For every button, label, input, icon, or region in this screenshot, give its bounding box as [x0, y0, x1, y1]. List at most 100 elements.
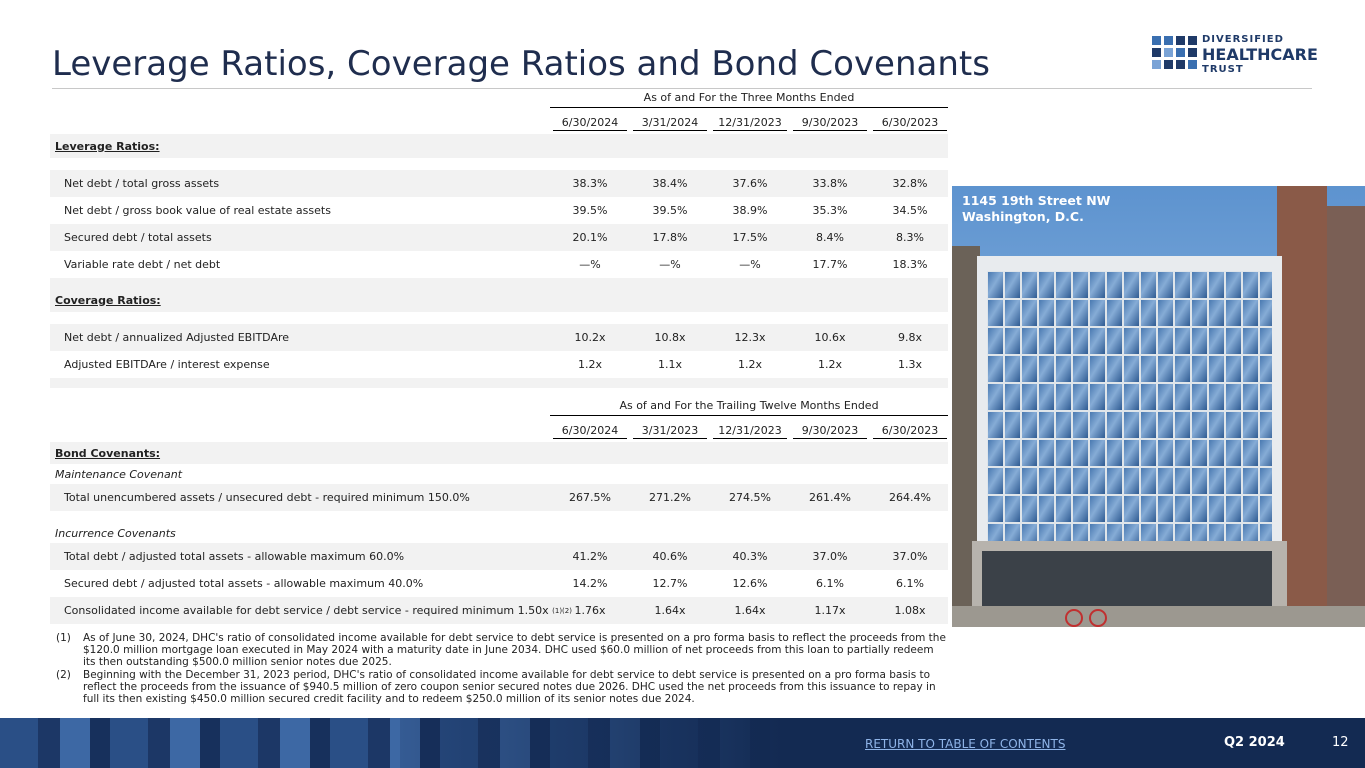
cell-value: 17.8%	[652, 231, 688, 244]
row-label-text: Total debt / adjusted total assets - all…	[64, 550, 405, 563]
section-title: Coverage Ratios:	[55, 293, 161, 307]
table-row: Total unencumbered assets / unsecured de…	[50, 484, 948, 511]
table-row: Consolidated income available for debt s…	[50, 597, 948, 624]
footnote-marker: (1)	[56, 632, 71, 644]
column-header: 6/30/2023	[873, 422, 947, 439]
cell-value: 10.8x	[654, 331, 686, 344]
table-row: 6/30/2024 3/31/2024 12/31/2023 9/30/2023 6/3…	[50, 108, 948, 134]
cell-value: 39.5%	[572, 204, 608, 217]
cell-value: 12.7%	[652, 577, 688, 590]
cell-value: 37.0%	[892, 550, 928, 563]
row-label-text: Adjusted EBITDAre / interest expense	[64, 358, 270, 371]
cell-value: 32.8%	[892, 177, 928, 190]
row-label-text: Secured debt / total assets	[64, 231, 212, 244]
cell-value: 6.1%	[816, 577, 844, 590]
cell-value: 1.2x	[737, 358, 762, 371]
cell-value: 18.3%	[892, 258, 928, 271]
cell-value: 267.5%	[569, 491, 611, 504]
cell-value: 37.6%	[732, 177, 768, 190]
column-header: 6/30/2024	[553, 422, 627, 439]
cell-value: 38.9%	[732, 204, 768, 217]
cell-value: 271.2%	[649, 491, 691, 504]
cell-value: 14.2%	[572, 577, 608, 590]
footnotes: (1) As of June 30, 2024, DHC's ratio of c…	[56, 632, 946, 706]
table-row: As of and For the Trailing Twelve Months…	[50, 398, 948, 416]
row-label: Variable rate debt / net debt	[64, 251, 220, 278]
logo-text: HEALTHCARE	[1202, 45, 1318, 64]
row-label: Adjusted EBITDAre / interest expense	[64, 351, 270, 378]
column-header: 9/30/2023	[793, 422, 867, 439]
section-title: Bond Covenants:	[55, 446, 161, 460]
table-row	[50, 278, 948, 288]
column-header: 3/31/2024	[633, 114, 707, 131]
row-label-text: Net debt / annualized Adjusted EBITDAre	[64, 331, 290, 344]
column-header: 12/31/2023	[713, 422, 787, 439]
table-row: Coverage Ratios:	[50, 288, 948, 312]
cell-value: 261.4%	[809, 491, 851, 504]
group-header: As of and For the Trailing Twelve Months…	[550, 399, 948, 416]
covenant-tables: As of and For the Three Months Ended 6/30…	[50, 90, 948, 630]
cell-value: 40.6%	[652, 550, 688, 563]
cell-value: 1.64x	[734, 604, 766, 617]
cell-value: 35.3%	[812, 204, 848, 217]
cell-value: 39.5%	[652, 204, 688, 217]
title-rule	[52, 88, 1312, 89]
cell-value: 20.1%	[572, 231, 608, 244]
cell-value: 1.76x	[574, 604, 606, 617]
cell-value: 10.6x	[814, 331, 846, 344]
row-label-text: Net debt / total gross assets	[64, 177, 220, 190]
column-header: 6/30/2023	[873, 114, 947, 131]
building-photo	[952, 186, 1365, 627]
row-label-text: Variable rate debt / net debt	[64, 258, 221, 271]
cell-value: 8.4%	[816, 231, 844, 244]
cell-value: 1.3x	[897, 358, 922, 371]
cell-value: 41.2%	[572, 550, 608, 563]
row-label: Secured debt / adjusted total assets - a…	[64, 570, 423, 597]
table-row: Total debt / adjusted total assets - all…	[50, 543, 948, 570]
cell-value: 264.4%	[889, 491, 931, 504]
footnote: (1) As of June 30, 2024, DHC's ratio of c…	[56, 632, 946, 668]
table-row: Net debt / total gross assets 38.3% 38.4% 3…	[50, 170, 948, 197]
cell-value: 12.6%	[732, 577, 768, 590]
row-label: Total unencumbered assets / unsecured de…	[64, 484, 470, 511]
footer-band	[400, 718, 1365, 768]
toc-link[interactable]: RETURN TO TABLE OF CONTENTS	[865, 737, 1066, 751]
photo-caption: 1145 19th Street NW	[962, 193, 1111, 208]
group-header: As of and For the Three Months Ended	[550, 91, 948, 108]
table-row: Maintenance Covenant	[50, 464, 948, 484]
slide-title: Leverage Ratios, Coverage Ratios and Bon…	[52, 44, 990, 84]
footnote-marker: (2)	[56, 669, 71, 681]
table-row	[50, 378, 948, 388]
logo-text: DIVERSIFIED	[1202, 34, 1284, 45]
table-row	[50, 511, 948, 523]
cell-value: 38.4%	[652, 177, 688, 190]
cell-value: 1.1x	[657, 358, 682, 371]
cell-value: 34.5%	[892, 204, 928, 217]
cell-value: 9.8x	[897, 331, 922, 344]
row-label: Secured debt / total assets	[64, 224, 212, 251]
row-label: Net debt / total gross assets	[64, 170, 219, 197]
cell-value: 12.3x	[734, 331, 766, 344]
table-row: Net debt / gross book value of real esta…	[50, 197, 948, 224]
cell-value: 10.2x	[574, 331, 606, 344]
footnote: (2) Beginning with the December 31, 2023 …	[56, 669, 946, 705]
section-title: Leverage Ratios:	[55, 139, 160, 153]
table-row	[50, 388, 948, 398]
cell-value: 6.1%	[896, 577, 924, 590]
row-label: Total debt / adjusted total assets - all…	[64, 543, 404, 570]
row-label-text: Consolidated income available for debt s…	[64, 604, 549, 617]
cell-value: 38.3%	[572, 177, 608, 190]
row-label: Consolidated income available for debt s…	[64, 597, 572, 624]
table-row: Adjusted EBITDAre / interest expense 1.2x…	[50, 351, 948, 378]
row-label-text: Secured debt / adjusted total assets - a…	[64, 577, 424, 590]
footnote-ref: (1)(2)	[552, 606, 572, 615]
table-row	[50, 158, 948, 170]
cell-value: 274.5%	[729, 491, 771, 504]
table-row: As of and For the Three Months Ended	[50, 90, 948, 108]
table-row: Bond Covenants:	[50, 442, 948, 464]
cell-value: 37.0%	[812, 550, 848, 563]
footnote-text: As of June 30, 2024, DHC's ratio of cons…	[83, 632, 946, 668]
logo-text: TRUST	[1202, 64, 1244, 75]
table-row: Net debt / annualized Adjusted EBITDAre 1…	[50, 324, 948, 351]
